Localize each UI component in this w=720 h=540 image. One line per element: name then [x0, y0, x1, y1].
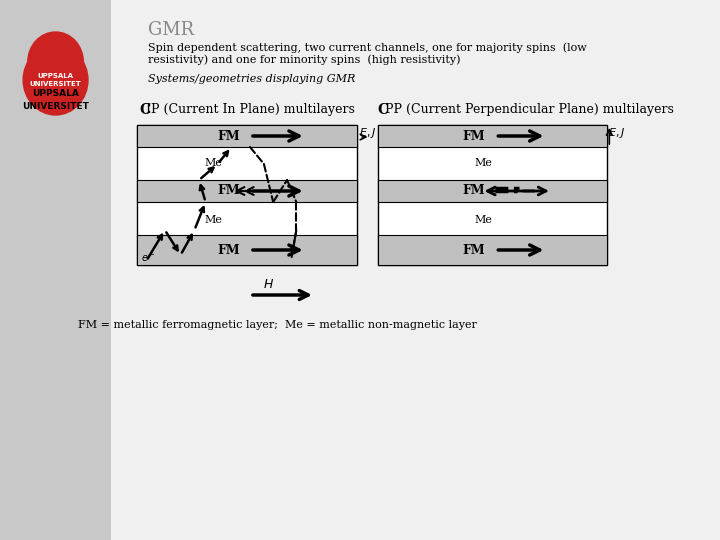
Text: Me: Me — [204, 158, 222, 168]
Text: FM: FM — [462, 244, 485, 256]
Circle shape — [23, 45, 88, 115]
Text: Me: Me — [474, 215, 492, 225]
Text: $H$: $H$ — [263, 279, 274, 292]
Text: PP (Current Perpendicular Plane) multilayers: PP (Current Perpendicular Plane) multila… — [385, 104, 674, 117]
Circle shape — [28, 32, 84, 92]
Text: $E, J$: $E, J$ — [359, 126, 377, 140]
Bar — [137, 125, 356, 265]
Bar — [378, 125, 606, 147]
Bar — [137, 125, 356, 147]
Text: FM: FM — [462, 130, 485, 143]
Bar — [378, 125, 606, 265]
Text: FM: FM — [217, 130, 240, 143]
Text: UPPSALA
UNIVERSITET: UPPSALA UNIVERSITET — [30, 73, 81, 87]
Text: FM: FM — [462, 185, 485, 198]
Bar — [137, 235, 356, 265]
Bar — [137, 180, 356, 202]
Text: Me: Me — [474, 158, 492, 168]
Text: $E, J$: $E, J$ — [608, 126, 626, 140]
Text: Me: Me — [204, 215, 222, 225]
Text: FM = metallic ferromagnetic layer;  Me = metallic non-magnetic layer: FM = metallic ferromagnetic layer; Me = … — [78, 320, 477, 330]
Bar — [0, 0, 111, 540]
Text: C: C — [378, 103, 389, 117]
Text: Spin dependent scattering, two current channels, one for majority spins  (low: Spin dependent scattering, two current c… — [148, 43, 587, 53]
Bar — [378, 180, 606, 202]
Text: $e^-$: $e^-$ — [140, 253, 156, 264]
Text: resistivity) and one for minority spins  (high resistivity): resistivity) and one for minority spins … — [148, 55, 461, 65]
Text: UPPSALA
UNIVERSITET: UPPSALA UNIVERSITET — [22, 89, 89, 111]
Text: FM: FM — [217, 185, 240, 198]
Text: FM: FM — [217, 244, 240, 256]
Bar — [378, 235, 606, 265]
Text: Systems/geometries displaying GMR: Systems/geometries displaying GMR — [148, 74, 356, 84]
Text: GMR: GMR — [148, 21, 194, 39]
Text: C: C — [139, 103, 150, 117]
Text: IP (Current In Plane) multilayers: IP (Current In Plane) multilayers — [146, 104, 355, 117]
